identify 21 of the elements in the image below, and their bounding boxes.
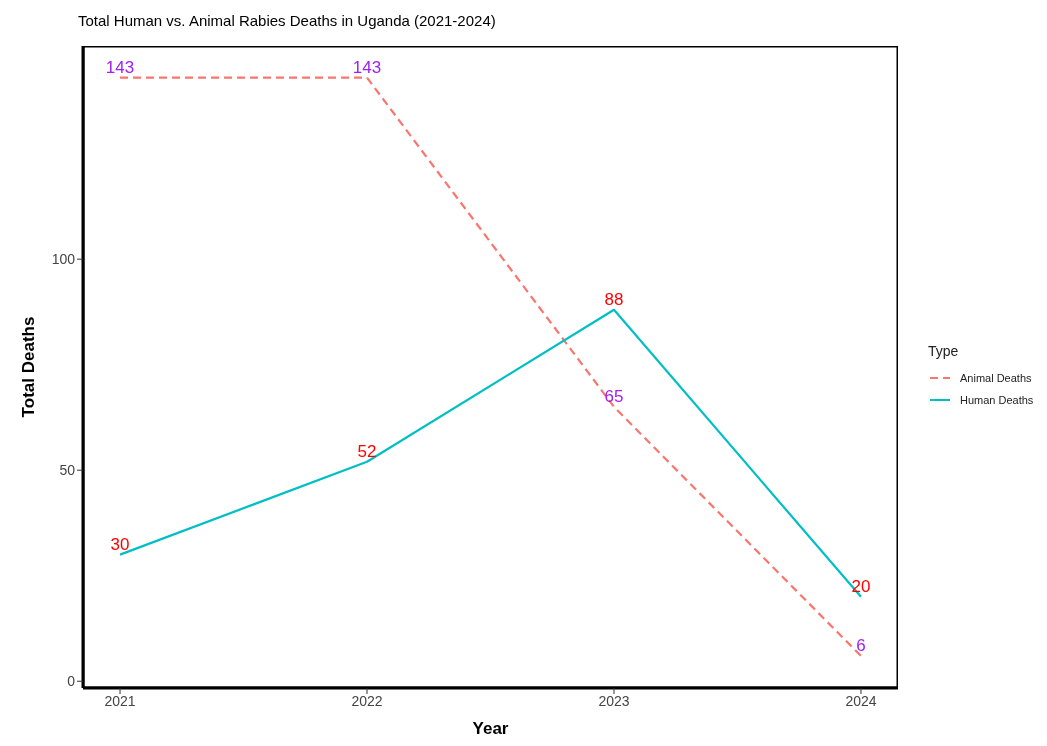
legend-title: Type	[928, 343, 960, 359]
data-label: 20	[851, 576, 871, 596]
y-tick-label: 50	[59, 462, 76, 479]
x-tick-label: 2022	[351, 692, 383, 709]
data-label: 52	[357, 441, 377, 461]
x-axis-title: Year	[472, 719, 509, 738]
data-label: 143	[352, 57, 382, 77]
data-label: 143	[105, 57, 135, 77]
chart-title: Total Human vs. Animal Rabies Deaths in Uganda (2021-2024)	[78, 12, 496, 29]
x-tick-label: 2024	[845, 692, 877, 709]
data-label: 88	[604, 289, 624, 309]
data-label: 65	[604, 386, 624, 406]
x-tick-label: 2023	[598, 692, 630, 709]
x-tick-label: 2021	[104, 692, 136, 709]
data-label: 6	[856, 635, 866, 655]
y-axis-title: Total Deaths	[19, 316, 39, 418]
legend-label: Animal Deaths	[960, 372, 1032, 384]
y-tick-label: 100	[51, 251, 76, 268]
data-label: 30	[110, 534, 130, 554]
legend-label: Human Deaths	[960, 394, 1034, 406]
y-tick-label: 0	[67, 673, 76, 690]
